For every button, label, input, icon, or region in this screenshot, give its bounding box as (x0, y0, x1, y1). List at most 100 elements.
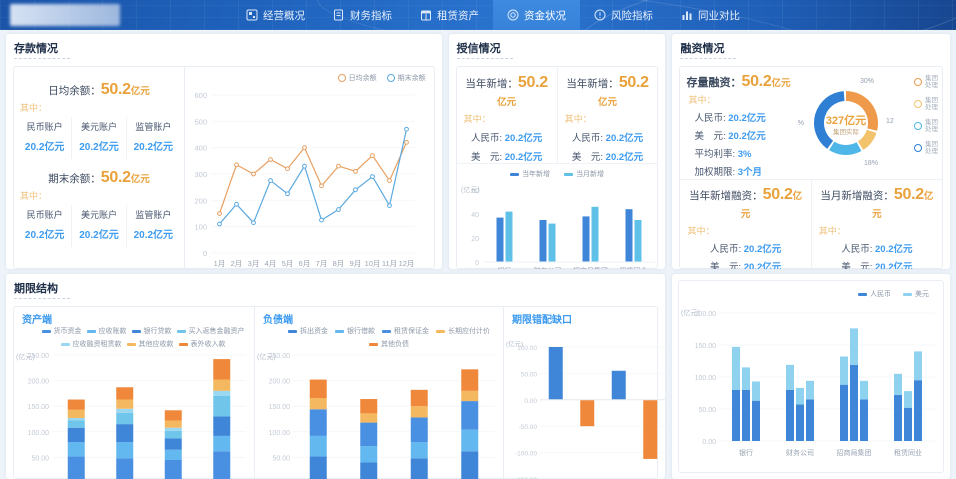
tab-5[interactable]: 风险指标 (580, 0, 667, 30)
app-header: 经营概况 财务指标 租赁资产 资金状况 风险指标 同业对比 (0, 0, 956, 30)
legend-label: 集团 处理 (925, 75, 938, 90)
tab-label: 经营概况 (263, 9, 305, 22)
fin-sub-value: 20.2亿元 (743, 244, 782, 255)
deposit-kpi-header: 期末余额：50.2亿元 (18, 169, 180, 187)
legend-marker (382, 329, 391, 333)
svg-text:500: 500 (194, 117, 207, 126)
svg-text:招商局集团: 招商局集团 (837, 448, 872, 457)
credit-kpi-value: 50.2 (517, 74, 548, 91)
legend-label: 美元 (915, 291, 929, 298)
tab-2[interactable]: 财务指标 (319, 0, 406, 30)
fin-sub-item: 人民币: 20.2亿元 (817, 241, 937, 255)
svg-text:200.00: 200.00 (28, 379, 50, 386)
currency-card: 人民币 美元 (亿元) 0.00 50.00 100.00 150.00 200.00 银行 财… (672, 274, 950, 479)
financing-card: 融资情况 存量融资：50.2亿元 其中： 人民币: 20.2亿元美 元: 20.2亿… (672, 34, 950, 269)
stock-sub-name: 美 元: (694, 131, 726, 142)
deposit-block: 日均余额：50.2亿元 其中： 民币账户 20.2亿元 美元账户 20.2亿元 监管账户 20… (18, 81, 180, 159)
stock-sub-name: 人民币: (694, 113, 726, 124)
deposit-sub-value: 20.2亿元 (24, 142, 65, 153)
svg-text:12月: 12月 (399, 259, 415, 268)
credit-sub-item: 人民币: 20.2亿元 (563, 130, 653, 144)
deposit-sub-value: 20.2亿元 (133, 230, 174, 241)
deposit-kpi-value: 50.2 (100, 169, 131, 186)
deposit-among-label: 其中： (20, 103, 48, 113)
credit-sub-value: 20.2亿元 (504, 133, 543, 144)
svg-text:-150.00: -150.00 (515, 477, 537, 479)
legend-item: 长期应付计价 (436, 326, 490, 336)
fin-among-label: 其中： (818, 226, 846, 236)
deposit-sub-name: 监管账户 (135, 122, 172, 132)
tab-4[interactable]: 资金状况 (493, 0, 580, 30)
main-nav[interactable]: 经营概况 财务指标 租赁资产 资金状况 风险指标 同业对比 (232, 0, 754, 30)
svg-text:(亿元): (亿元) (16, 352, 35, 361)
donut-legend-item: 集团 处理 (914, 141, 938, 156)
legend-marker (369, 342, 378, 346)
currency-inner: 人民币 美元 (亿元) 0.00 50.00 100.00 150.00 200.00 银行 财… (678, 280, 944, 473)
credit-sub-item: 美 元: 20.2亿元 (462, 149, 552, 163)
legend-item: 货币资金 (41, 326, 82, 336)
credit-kpi-label: 当年新增： (465, 78, 518, 90)
legend-label: 长期应付计价 (448, 328, 490, 335)
svg-text:4月: 4月 (265, 259, 277, 268)
svg-text:9月: 9月 (350, 259, 362, 268)
liability-side-legend: 拆出资金 银行借款 租赁保证金 长期应付计价 其他负债 (279, 326, 499, 349)
stock-sub-value: 3个月 (737, 167, 763, 178)
deposit-line-legend: 日均余额 期末余额 (337, 73, 426, 83)
svg-text:100.00: 100.00 (28, 430, 50, 437)
donut-legend-item: 集团 处理 (914, 75, 938, 90)
tab-3[interactable]: 租赁资产 (406, 0, 493, 30)
deposit-sub-name: 美元账户 (80, 210, 117, 220)
legend-marker (858, 292, 867, 296)
fin-kpi-label: 当月新增融资： (820, 190, 894, 202)
svg-text:0: 0 (475, 260, 479, 267)
legend-marker (131, 329, 141, 333)
financing-inner: 存量融资：50.2亿元 其中： 人民币: 20.2亿元美 元: 20.2亿元 平均利率… (679, 66, 943, 269)
stock-sub-item: 人民币: 20.2亿元 (686, 110, 790, 124)
fin-sub-item: 美 元: 20.2亿元 (685, 259, 805, 269)
deposit-kpi-label: 期末余额： (48, 173, 101, 185)
warning-icon (594, 9, 606, 21)
legend-label: 集团 处理 (925, 118, 938, 134)
legend-label: 表外收入款 (190, 341, 226, 348)
tab-label: 资金状况 (524, 9, 566, 22)
deposit-block: 期末余额：50.2亿元 其中： 民币账户 20.2亿元 美元账户 20.2亿元 监管账户 20… (18, 169, 180, 247)
svg-text:250.00: 250.00 (269, 353, 291, 360)
stock-sub-item: 加权期限: 3个月 (686, 164, 790, 178)
deposit-kpi-label: 日均余额： (48, 85, 101, 97)
tab-6[interactable]: 同业对比 (667, 0, 754, 30)
fin-kpi-value: 50.2 (893, 186, 924, 203)
legend-marker (436, 329, 445, 333)
asset-side-chart: 资产端 货币资金 应收账款 银行贷款 买入返售金融资产 应收融资租赁款 其他应收款 表外收入… (14, 307, 254, 479)
deposit-sub-name: 美元账户 (80, 122, 117, 132)
stock-unit: 亿元 (771, 78, 791, 89)
credit-kpis: 当年新增：50.2亿元 其中： 人民币: 20.2亿元美 元: 20.2亿元 当年新增… (457, 67, 658, 163)
deposit-sub-value: 20.2亿元 (24, 230, 65, 241)
legend-marker (337, 74, 346, 82)
deposit-sub-value: 20.2亿元 (133, 142, 174, 153)
fin-sub-value: 20.2亿元 (875, 262, 913, 269)
gap-label: 期限错配缺口 (512, 315, 572, 326)
svg-text:400: 400 (194, 144, 207, 153)
legend-item: 拆出资金 (288, 326, 328, 336)
credit-sub-value: 20.2亿元 (605, 152, 644, 163)
tab-1[interactable]: 经营概况 (232, 0, 319, 30)
fin-sub-item: 美 元: 20.2亿元 (817, 259, 937, 269)
stock-among-label: 其中： (688, 95, 716, 105)
credit-sub-item: 美 元: 20.2亿元 (563, 149, 653, 163)
svg-text:-100.00: -100.00 (515, 451, 537, 458)
legend-marker (176, 329, 186, 333)
legend-marker (60, 342, 70, 346)
legend-item: 银行贷款 (131, 326, 172, 336)
deposit-kpi-value: 50.2 (100, 81, 131, 98)
svg-text:100.00: 100.00 (695, 375, 717, 382)
legend-marker (914, 78, 922, 87)
legend-label: 集团 处理 (925, 96, 938, 112)
svg-text:(亿元): (亿元) (461, 185, 480, 194)
svg-text:60: 60 (471, 188, 479, 195)
deposit-sub-name: 民币账户 (26, 122, 63, 132)
svg-text:10月: 10月 (365, 259, 381, 268)
svg-text:7月: 7月 (316, 259, 328, 268)
legend-label: 拆出资金 (300, 328, 328, 335)
legend-label: 应收账款 (98, 328, 127, 335)
